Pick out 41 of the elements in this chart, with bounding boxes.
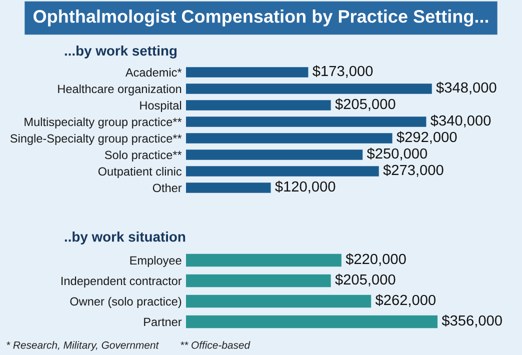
bar bbox=[186, 133, 392, 144]
y-tick-label: Other bbox=[152, 183, 182, 192]
bar bbox=[186, 116, 426, 127]
bar bbox=[186, 84, 432, 94]
bar bbox=[186, 274, 331, 288]
y-tick-label: Solo practice** bbox=[104, 150, 182, 162]
bar bbox=[186, 150, 363, 160]
data-label: $292,000 bbox=[396, 131, 457, 144]
bar bbox=[186, 166, 379, 176]
bar bbox=[186, 100, 331, 110]
data-label: $273,000 bbox=[383, 164, 444, 177]
data-label: $120,000 bbox=[275, 180, 336, 194]
text: ** Office-based bbox=[180, 341, 250, 349]
y-tick-label: Owner (solo practice) bbox=[70, 296, 182, 308]
data-label: $348,000 bbox=[436, 82, 496, 94]
y-tick-label: Academic* bbox=[125, 68, 182, 77]
y-tick-label: Partner bbox=[144, 318, 182, 326]
data-label: $220,000 bbox=[346, 253, 406, 266]
y-tick-label: Healthcare organization bbox=[58, 84, 182, 96]
chart-subtitle: ...by work setting bbox=[64, 45, 177, 59]
data-label: $356,000 bbox=[442, 314, 502, 328]
data-label: $340,000 bbox=[430, 114, 491, 128]
y-tick-label: Outpatient clinic bbox=[98, 166, 182, 178]
y-tick-label: Single-Specialty group practice** bbox=[10, 134, 182, 145]
data-label: $205,000 bbox=[335, 274, 396, 286]
y-tick-label: Multispecialty group practice** bbox=[24, 117, 182, 128]
data-label: $173,000 bbox=[312, 65, 373, 78]
chart-subtitle: ..by work situation bbox=[64, 232, 186, 244]
text: * Research, Military, Government bbox=[6, 341, 159, 351]
bar bbox=[186, 182, 271, 193]
y-tick-label: Employee bbox=[130, 256, 182, 267]
y-tick-label: Independent contractor bbox=[62, 276, 182, 288]
chart-title: Ophthalmologist Compensation by Practice Setting... bbox=[34, 10, 488, 26]
bar bbox=[186, 294, 372, 308]
bar bbox=[186, 315, 438, 328]
data-label: $205,000 bbox=[335, 98, 396, 111]
y-tick-label: Hospital bbox=[140, 100, 182, 112]
data-label: $262,000 bbox=[375, 294, 436, 307]
bar bbox=[186, 254, 342, 267]
data-label: $250,000 bbox=[366, 148, 428, 160]
bar bbox=[186, 67, 308, 78]
